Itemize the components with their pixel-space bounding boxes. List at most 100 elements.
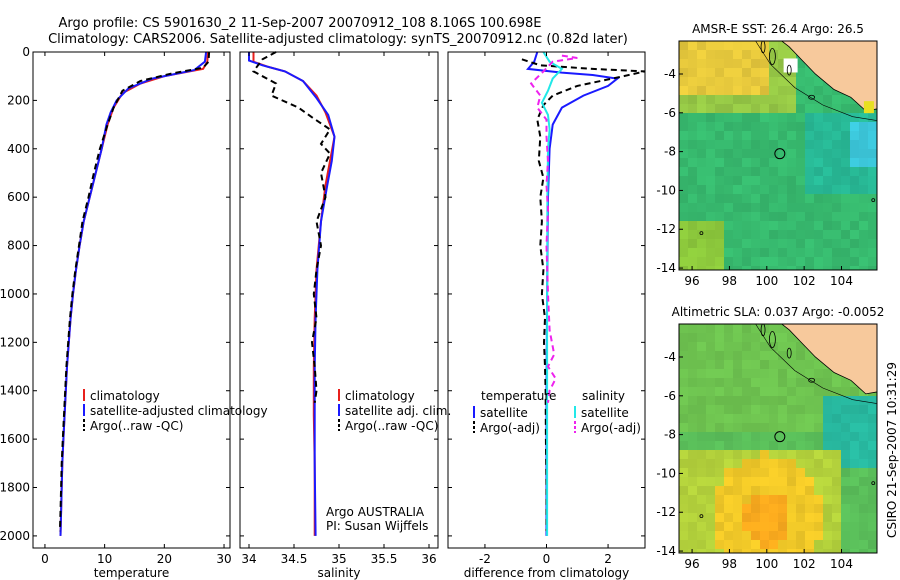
salinity-panel: 34 34.5 35 35.5 36 salinity climatologysatelli…: [239, 51, 451, 580]
panel-frame: [239, 51, 439, 549]
map-y-tick-label: -6: [664, 389, 676, 403]
series-2-2: [540, 51, 564, 536]
map-x-tick-label: 104: [830, 274, 853, 288]
map-x-tick-label: 96: [684, 557, 699, 571]
map-x-tick-label: 98: [722, 274, 737, 288]
legend-label: Argo(-adj): [581, 421, 641, 435]
y-tick-label: 200: [7, 93, 30, 107]
map-raster: [679, 41, 877, 270]
land-sumatra: [781, 324, 877, 395]
island: [768, 48, 776, 65]
x-tick-label: 0: [41, 552, 49, 566]
y-tick-label: 1200: [0, 335, 30, 349]
series-1-1: [248, 52, 336, 536]
map-x-tick-label: 104: [830, 557, 853, 571]
series-0-0: [59, 51, 209, 536]
map-y-tick-label: -6: [664, 106, 676, 120]
x-tick-label: 2: [604, 552, 612, 566]
series-1-2: [252, 51, 332, 403]
map-x-tick-label: 102: [793, 274, 816, 288]
legend-label: Argo(..raw -QC): [345, 419, 438, 433]
map-y-tick-label: -12: [656, 505, 676, 519]
x-axis-label: temperature: [94, 566, 169, 580]
x-tick-label: 36: [421, 552, 436, 566]
map-title: AMSR-E SST: 26.4 Argo: 26.5: [692, 22, 864, 36]
map-y-tick-label: -4: [664, 67, 676, 81]
x-tick-label: 35.5: [371, 552, 398, 566]
series-1-0: [252, 52, 336, 536]
map-x-tick-label: 100: [755, 274, 778, 288]
y-tick-label: 1400: [0, 384, 30, 398]
island: [786, 347, 792, 359]
map-y-tick-label: -4: [664, 350, 676, 364]
sla-map: 96 98 100 102 104 -4 -6 -8 -10 -12 -14 Altimetric S…: [656, 305, 884, 571]
series-0-2: [58, 51, 211, 532]
y-tick-label: 1000: [0, 287, 30, 301]
x-axis-label: salinity: [317, 566, 360, 580]
legend-label: satellite adj. clim.: [345, 404, 451, 418]
map-y-tick-label: -10: [656, 466, 676, 480]
map-y-tick-label: -8: [664, 428, 676, 442]
x-axis-label: difference from climatology: [464, 566, 630, 580]
header-line-2: Climatology: CARS2006. Satellite-adjuste…: [48, 32, 628, 47]
temperature-panel: 0 10 20 30 0 200 400 600 800 1000 1200 1400 1600 1800…: [0, 45, 268, 580]
series-2-3: [529, 54, 578, 403]
map-title: Altimetric SLA: 0.037 Argo: -0.0052: [672, 305, 885, 319]
series-2-1: [521, 58, 646, 532]
map-y-tick-label: -8: [664, 145, 676, 159]
argo-position-marker: [774, 431, 786, 443]
map-x-tick-label: 100: [755, 557, 778, 571]
panel-annotation: Argo AUSTRALIA: [326, 505, 425, 519]
map-frame: [678, 40, 878, 271]
x-tick-label: 0: [543, 552, 551, 566]
island: [871, 198, 876, 203]
header-line-1: Argo profile: CS 5901630_2 11-Sep-2007 2…: [58, 16, 541, 31]
island: [786, 64, 792, 76]
sst-hot-spot: [863, 101, 874, 114]
map-x-tick-label: 96: [684, 274, 699, 288]
y-tick-label: 400: [7, 142, 30, 156]
island: [768, 331, 776, 348]
map-y-tick-label: -14: [656, 261, 676, 275]
island: [808, 94, 816, 100]
x-tick-label: 10: [97, 552, 112, 566]
legend-title-temperature: temperature: [481, 389, 556, 403]
legend-label: satellite-adjusted climatology: [90, 404, 268, 418]
legend-label: Argo(-adj): [480, 421, 540, 435]
argo-position-marker: [774, 148, 786, 160]
legend-title-salinity: salinity: [582, 389, 625, 403]
map-x-tick-label: 98: [722, 557, 737, 571]
csiro-stamp: CSIRO 21-Sep-2007 10:31:29: [885, 362, 899, 538]
map-y-tick-label: -10: [656, 183, 676, 197]
sst-map: 96 98 100 102 104 -4 -6 -8 -10 -12 -14 AMSR-E SST: …: [656, 22, 878, 288]
y-tick-label: 0: [22, 45, 30, 59]
legend-label: climatology: [90, 389, 160, 403]
legend-label: satellite: [480, 406, 528, 420]
panel-frame: [32, 51, 231, 549]
island: [808, 377, 816, 383]
x-tick-label: -2: [479, 552, 491, 566]
y-tick-label: 2000: [0, 529, 30, 543]
land-sumatra: [781, 41, 877, 112]
legend-label: Argo(..raw -QC): [90, 419, 183, 433]
series-0-1: [59, 51, 208, 536]
map-raster: [679, 324, 877, 553]
x-tick-label: 34.5: [281, 552, 308, 566]
legend-label: satellite: [581, 406, 629, 420]
y-tick-label: 600: [7, 190, 30, 204]
y-tick-label: 800: [7, 239, 30, 253]
y-tick-label: 1600: [0, 432, 30, 446]
map-y-tick-label: -14: [656, 544, 676, 558]
island: [871, 481, 876, 486]
contour: [755, 324, 877, 404]
x-tick-label: 35: [331, 552, 346, 566]
contour: [755, 41, 877, 121]
legend-label: climatology: [345, 389, 415, 403]
map-x-tick-label: 102: [793, 557, 816, 571]
x-tick-label: 30: [216, 552, 231, 566]
map-y-tick-label: -12: [656, 222, 676, 236]
map-frame: [678, 323, 878, 554]
x-tick-label: 20: [157, 552, 172, 566]
